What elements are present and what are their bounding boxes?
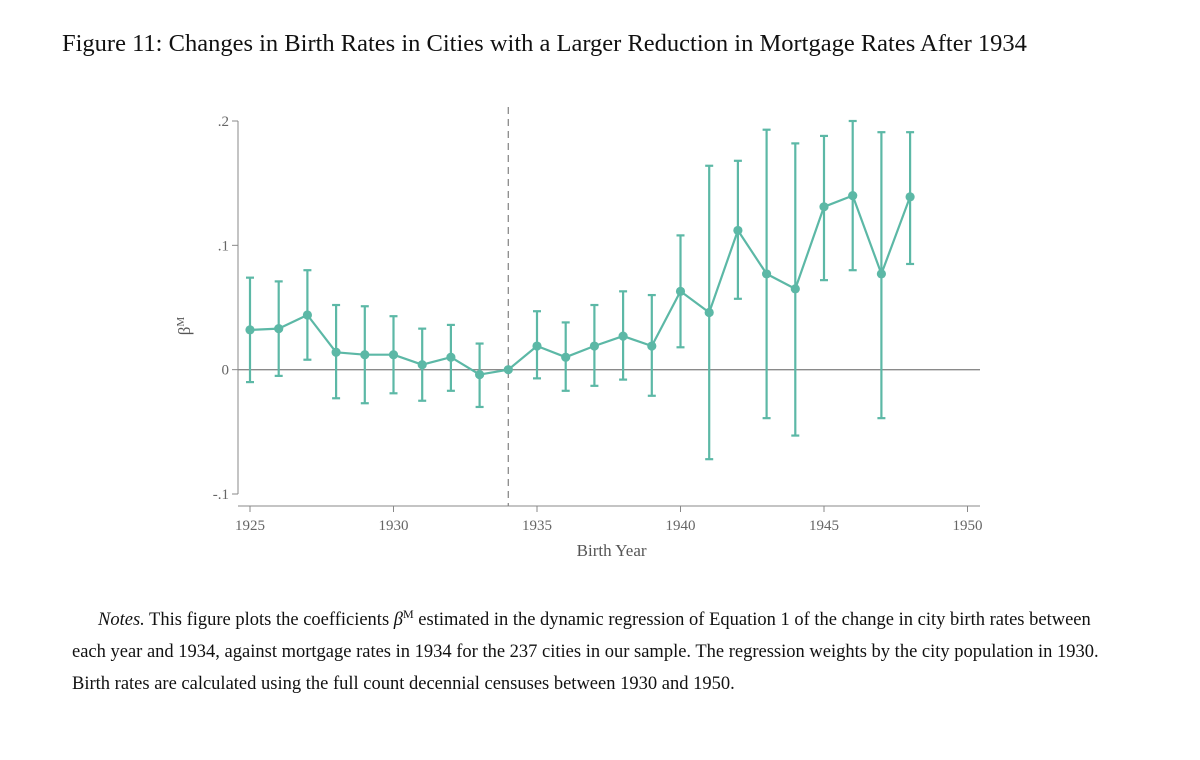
figure-title: Figure 11: Changes in Birth Rates in Cit… (62, 30, 1027, 57)
error-bars (246, 119, 915, 461)
axes: -.1 0 .1 .2 1925 1930 1935 1940 1945 1950 (213, 114, 983, 534)
x-tick-label: 1935 (522, 518, 552, 534)
data-point (274, 324, 284, 334)
notes-symbol: β (393, 610, 403, 630)
data-point (561, 352, 571, 362)
x-tick-label: 1945 (809, 518, 839, 534)
series-line (249, 194, 912, 376)
chart: -.1 0 .1 .2 1925 1930 1935 1940 1945 1950 βM Birt… (175, 107, 983, 560)
x-tick-label: 1925 (235, 518, 265, 534)
y-axis-title: βM (175, 317, 194, 336)
data-points (245, 191, 915, 380)
data-point (302, 310, 312, 320)
data-point (388, 350, 399, 360)
data-point (245, 325, 255, 335)
x-tick-label: 1940 (666, 518, 696, 534)
data-point (532, 341, 542, 351)
notes-label: Notes. (98, 610, 145, 630)
data-point (675, 286, 686, 296)
y-tick-label: -.1 (213, 487, 229, 503)
notes-symbol-sup: M (403, 606, 414, 621)
data-point (647, 341, 657, 351)
data-point (905, 192, 915, 202)
notes-text-before: This figure plots the coefficients (144, 610, 394, 630)
data-point (762, 269, 772, 279)
data-point (475, 370, 485, 380)
x-tick-label: 1950 (953, 518, 983, 534)
y-axis-symbol-sup: M (175, 317, 187, 327)
data-point (589, 341, 600, 351)
x-tick-label: 1930 (379, 518, 409, 534)
y-tick-label: .2 (218, 114, 229, 130)
data-point (618, 331, 628, 341)
x-axis-title: Birth Year (577, 541, 647, 560)
series-line-group (249, 194, 912, 376)
data-point (819, 202, 829, 212)
data-point (331, 347, 341, 357)
data-point (733, 225, 743, 236)
data-point (704, 307, 714, 318)
y-tick-label: 0 (222, 363, 230, 379)
data-point (503, 365, 513, 375)
data-point (360, 350, 370, 360)
data-point (848, 191, 858, 201)
data-point (417, 360, 427, 370)
reference-lines (238, 107, 980, 506)
data-point (876, 269, 887, 279)
data-point (446, 352, 456, 362)
figure-notes: Notes. This figure plots the coefficient… (72, 604, 1112, 700)
notes-text-after: estimated in the dynamic regression of E… (72, 610, 1099, 694)
y-tick-label: .1 (218, 238, 229, 254)
y-axis-symbol: β (175, 327, 194, 336)
data-point (790, 284, 800, 294)
